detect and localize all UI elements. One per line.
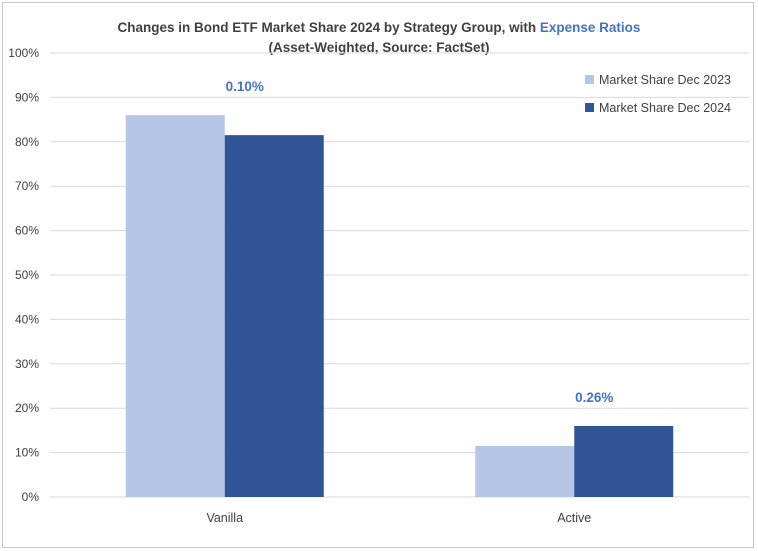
chart-title: Changes in Bond ETF Market Share 2024 by… — [118, 20, 641, 35]
chart-title-main: Changes in Bond ETF Market Share 2024 by… — [118, 20, 540, 35]
y-tick-label: 70% — [15, 179, 39, 193]
bar-active-series-1 — [574, 425, 674, 497]
legend: Market Share Dec 2023 Market Share Dec 2… — [585, 73, 731, 115]
y-tick-label: 50% — [15, 268, 39, 282]
bar-active-series-0 — [475, 445, 575, 497]
annotations: 0.10% 0.26% — [226, 79, 614, 405]
legend-swatch-2023 — [585, 75, 594, 84]
y-tick-label: 30% — [15, 357, 39, 371]
legend-label-2023: Market Share Dec 2023 — [599, 73, 731, 87]
bar-vanilla-series-0 — [125, 115, 225, 497]
x-category-label: Active — [557, 511, 591, 525]
legend-label-2024: Market Share Dec 2024 — [599, 101, 731, 115]
legend-swatch-2024 — [585, 103, 594, 112]
y-tick-label: 80% — [15, 135, 39, 149]
chart-subtitle: (Asset-Weighted, Source: FactSet) — [268, 40, 489, 55]
bar-vanilla-series-1 — [224, 135, 324, 497]
y-tick-label: 20% — [15, 401, 39, 415]
x-category-label: Vanilla — [206, 511, 243, 525]
expense-ratio-annotation: 0.10% — [226, 79, 264, 94]
expense-ratio-annotation: 0.26% — [575, 390, 613, 405]
bars — [125, 115, 674, 497]
chart-title-accent: Expense Ratios — [540, 20, 641, 35]
y-tick-label: 100% — [8, 46, 39, 60]
y-tick-label: 0% — [22, 490, 40, 504]
x-axis: Vanilla Active — [206, 511, 591, 525]
y-tick-label: 60% — [15, 224, 39, 238]
y-tick-label: 40% — [15, 312, 39, 326]
y-tick-label: 90% — [15, 90, 39, 104]
y-axis: 0% 10% 20% 30% 40% 50% 60% 70% 80% 90% 100% — [8, 46, 39, 504]
y-tick-label: 10% — [15, 446, 39, 460]
